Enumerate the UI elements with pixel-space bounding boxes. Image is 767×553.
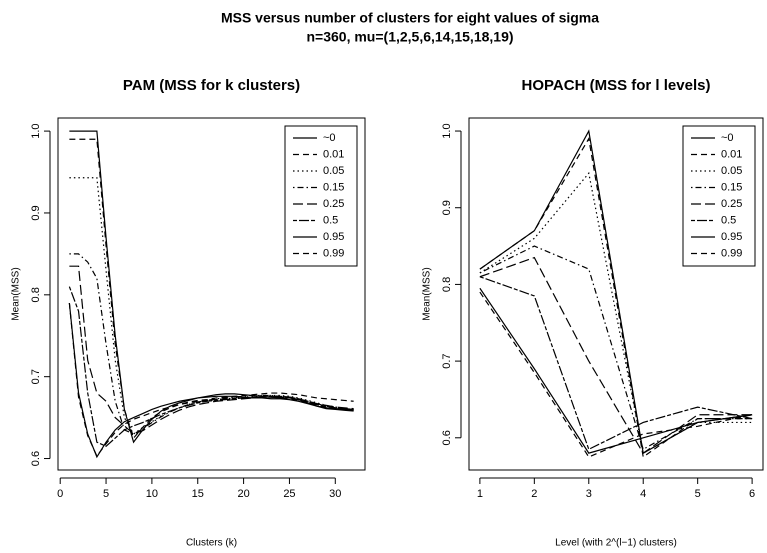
x-tick-label: 3	[586, 488, 592, 500]
legend-label: ~0	[323, 132, 336, 144]
y-tick-label: 0.7	[30, 369, 42, 384]
legend-label: 0.01	[721, 148, 742, 160]
x-tick-label: 5	[695, 488, 701, 500]
series-line	[479, 256, 753, 454]
series-line	[479, 276, 753, 451]
x-tick-label: 10	[146, 488, 158, 500]
x-axis-label: Clusters (k)	[186, 538, 237, 549]
series-line	[68, 302, 354, 458]
x-tick-label: 6	[749, 488, 755, 500]
y-tick-label: 1.0	[441, 123, 453, 138]
chart-title: HOPACH (MSS for l levels)	[522, 77, 711, 94]
legend-label: 0.99	[323, 247, 344, 259]
x-axis-label: Level (with 2^(l−1) clusters)	[555, 538, 677, 549]
legend-label: 0.15	[323, 181, 344, 193]
legend-box	[682, 125, 756, 267]
y-tick-label: 1.0	[30, 123, 42, 138]
figure-title: MSS versus number of clusters for eight …	[221, 10, 599, 26]
y-tick-label: 0.6	[441, 430, 453, 445]
y-tick-label: 0.7	[441, 353, 453, 368]
series-line	[479, 136, 753, 458]
x-tick-label: 0	[57, 488, 63, 500]
series-line	[479, 287, 753, 454]
x-tick-label: 30	[329, 488, 341, 500]
legend-label: 0.95	[323, 231, 344, 243]
x-tick-label: 4	[640, 488, 646, 500]
y-tick-label: 0.8	[30, 287, 42, 302]
series-line	[68, 302, 354, 459]
x-tick-label: 25	[283, 488, 295, 500]
legend-label: ~0	[721, 132, 734, 144]
legend-label: 0.05	[323, 165, 344, 177]
series-line	[479, 245, 753, 451]
legend-label: 0.25	[323, 198, 344, 210]
x-tick-label: 5	[103, 488, 109, 500]
x-tick-label: 15	[192, 488, 204, 500]
legend-box	[284, 125, 358, 267]
legend-label: 0.5	[721, 214, 736, 226]
legend-label: 0.95	[721, 231, 742, 243]
series-line	[69, 138, 354, 440]
series-line	[68, 286, 354, 447]
y-axis-label: Mean(MSS)	[11, 267, 22, 320]
figure-subtitle: n=360, mu=(1,2,5,6,14,15,18,19)	[306, 29, 513, 45]
plot-frame	[468, 117, 764, 471]
x-tick-label: 20	[237, 488, 249, 500]
legend-label: 0.25	[721, 198, 742, 210]
y-tick-label: 0.6	[30, 451, 42, 466]
y-tick-label: 0.9	[441, 200, 453, 215]
series-line	[69, 265, 354, 435]
y-axis-label: Mean(MSS)	[422, 267, 433, 320]
y-tick-label: 0.9	[30, 205, 42, 220]
series-line	[479, 291, 753, 458]
plot-frame	[57, 117, 366, 471]
legend-label: 0.05	[721, 165, 742, 177]
chart-title: PAM (MSS for k clusters)	[123, 77, 300, 94]
x-tick-label: 1	[477, 488, 483, 500]
y-tick-label: 0.8	[441, 277, 453, 292]
legend-label: 0.5	[323, 214, 338, 226]
legend-label: 0.01	[323, 148, 344, 160]
legend-label: 0.99	[721, 247, 742, 259]
legend-label: 0.15	[721, 181, 742, 193]
x-tick-label: 2	[531, 488, 537, 500]
